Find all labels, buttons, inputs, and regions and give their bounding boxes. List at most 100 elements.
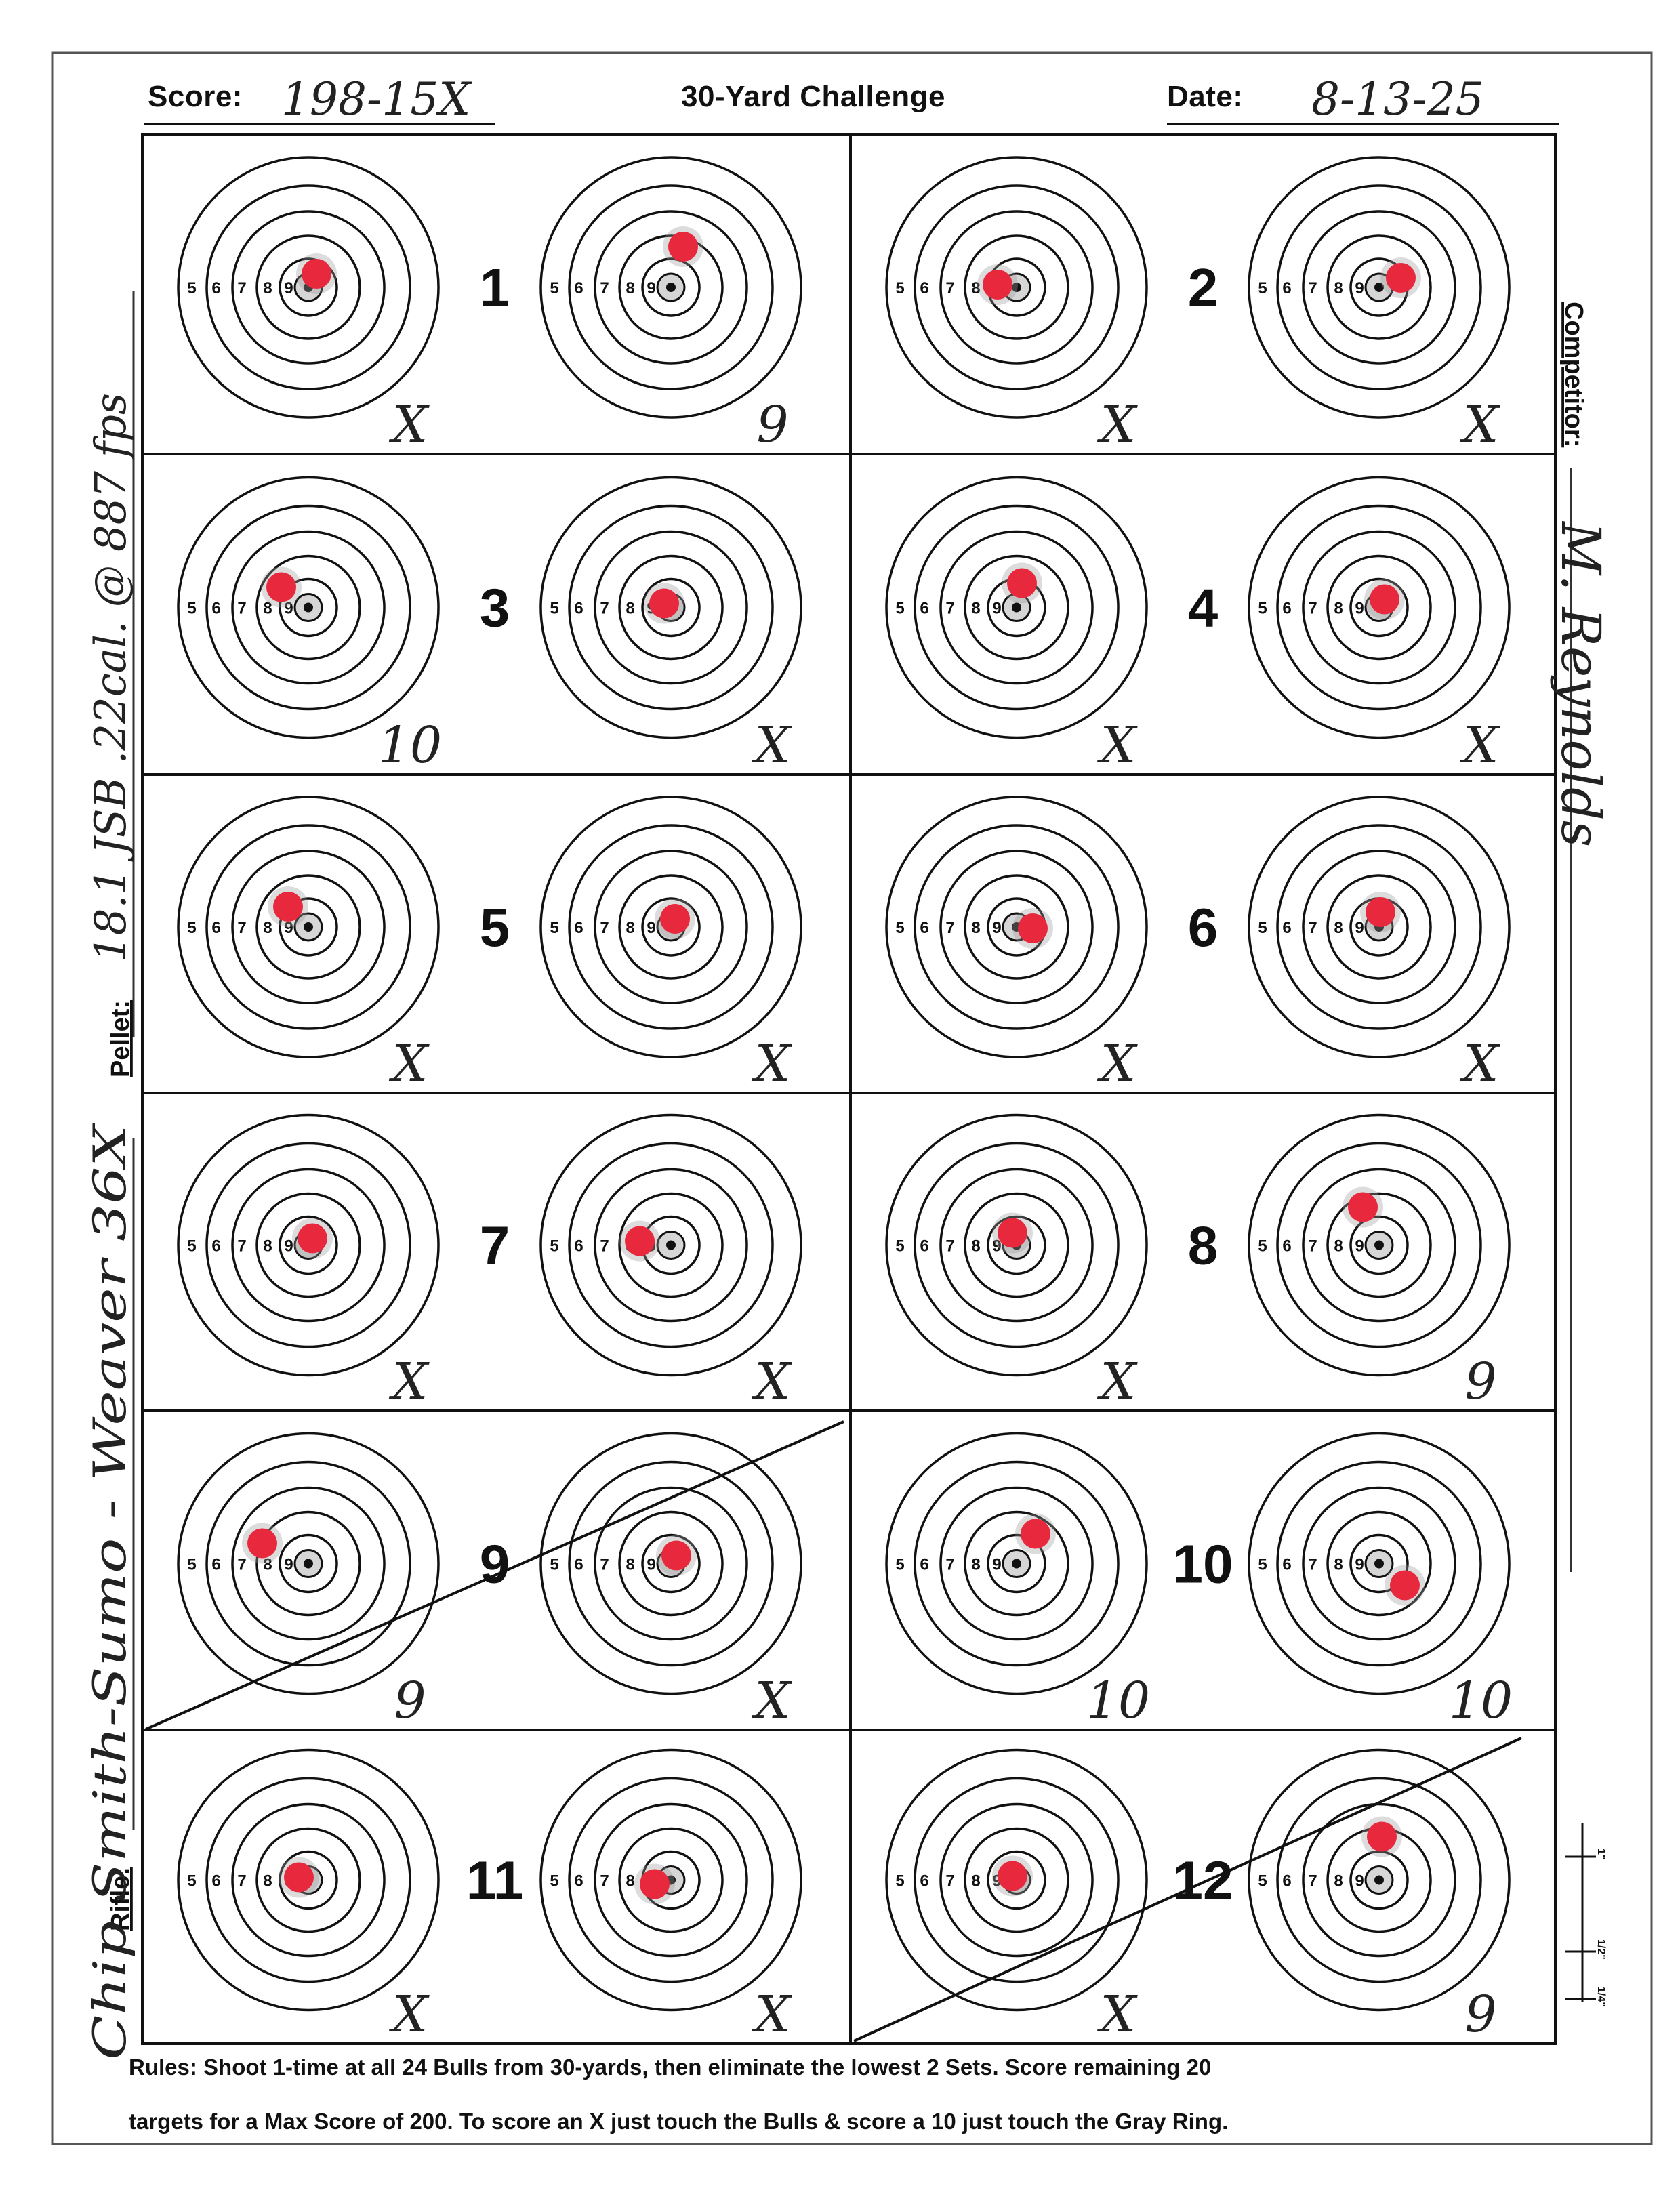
ring-label-6: 6 [1282,919,1291,937]
shot-hole [649,588,679,619]
target-ring [914,184,1120,390]
bull-center [304,1559,313,1569]
target-ring [255,1192,361,1298]
shot-hole [1348,1192,1378,1222]
handwritten-score: X [389,1353,430,1411]
page-title: 30-Yard Challenge [681,80,945,113]
ring-label-9: 9 [1355,279,1364,297]
target-ring [1349,577,1409,638]
target-ring [1302,530,1456,685]
ring-label-7: 7 [1308,1556,1317,1574]
ring-label-8: 8 [1334,279,1343,297]
target-ring [255,874,361,980]
target-ring [1326,1510,1432,1617]
rifle-label: Rifle: [106,1867,135,1931]
handwritten-score: X [752,1353,793,1411]
handwritten-score: X [752,1035,793,1093]
ring-label-7: 7 [237,919,246,937]
shot-hole [273,892,303,922]
ring-label-8: 8 [1334,1556,1343,1574]
target-ring [177,476,440,739]
target-ring [1248,1113,1511,1377]
target-ring [964,234,1069,340]
target-ring [1326,1192,1432,1298]
shot-hole [1007,568,1037,598]
handwritten-score: X [752,1985,793,2044]
target-ring [939,1168,1094,1323]
ring-label-9: 9 [1355,919,1364,937]
scale-label-half: 1/2" [1595,1939,1607,1960]
target-ring [231,530,386,685]
ring-label-8: 8 [263,919,272,937]
shot-hole [998,1218,1027,1248]
target-ring [205,184,411,390]
shot-hole [640,1869,670,1899]
shot-hole [1370,584,1399,615]
ring-label-5: 5 [550,1872,558,1891]
target-ring [205,824,411,1030]
set-number: 1 [480,257,510,318]
ring-label-6: 6 [211,600,220,618]
targets-layer: 56789X567899156789X56789X2567891056789X3… [177,156,1513,2044]
target-ring [618,1510,724,1617]
handwritten-score: 10 [378,716,442,775]
target-ring [279,1533,338,1594]
ring-label-8: 8 [263,1556,272,1574]
handwritten-score: X [1097,396,1139,454]
ring-label-9: 9 [284,1556,293,1574]
set-number: 5 [480,897,510,957]
ring-label-9: 9 [284,600,293,618]
shot-hole [266,572,296,602]
target-ring [964,1510,1069,1617]
handwritten-score: X [1460,1035,1501,1093]
ring-label-5: 5 [1258,1237,1267,1256]
ring-label-7: 7 [237,279,246,297]
target-ring [987,1215,1046,1275]
ring-label-5: 5 [187,1237,196,1256]
ring-label-6: 6 [211,1872,220,1891]
competitor-label: Competitor: [1559,302,1588,447]
bull-center [1374,283,1384,292]
ring-label-5: 5 [1258,600,1267,618]
ring-label-8: 8 [971,919,980,937]
ring-label-8: 8 [263,279,272,297]
shot-hole [661,1540,691,1571]
set-number: 8 [1188,1216,1218,1276]
ring-label-7: 7 [1308,279,1317,297]
ring-label-7: 7 [237,600,246,618]
competitor-value: M. Reynolds [1549,520,1612,847]
ring-label-9: 9 [992,1237,1001,1256]
target-ring [1302,210,1456,365]
ring-label-7: 7 [945,1872,954,1891]
target-ring [964,874,1069,980]
ring-label-6: 6 [574,600,583,618]
page-frame [51,51,1653,2145]
target-ring [177,796,440,1058]
ring-label-5: 5 [1258,279,1267,297]
ring-label-6: 6 [574,1237,583,1256]
target-ring [1276,1460,1482,1667]
ring-label-9: 9 [1355,1237,1364,1256]
rules-line-2: targets for a Max Score of 200. To score… [129,2109,1229,2134]
target-ring [231,210,386,365]
target-ring [1276,504,1482,711]
target-ring [594,1802,748,1958]
ring-label-5: 5 [550,279,558,297]
ring-label-7: 7 [945,1237,954,1256]
ring-label-9: 9 [647,279,655,297]
ring-label-5: 5 [1258,1556,1267,1574]
ring-label-6: 6 [211,1556,220,1574]
ring-label-6: 6 [920,1556,928,1574]
target-ring [1326,234,1432,340]
target-ring [641,257,701,317]
pellet-value: 18.1 JSB .22cal. @ 887 fps [86,393,136,962]
